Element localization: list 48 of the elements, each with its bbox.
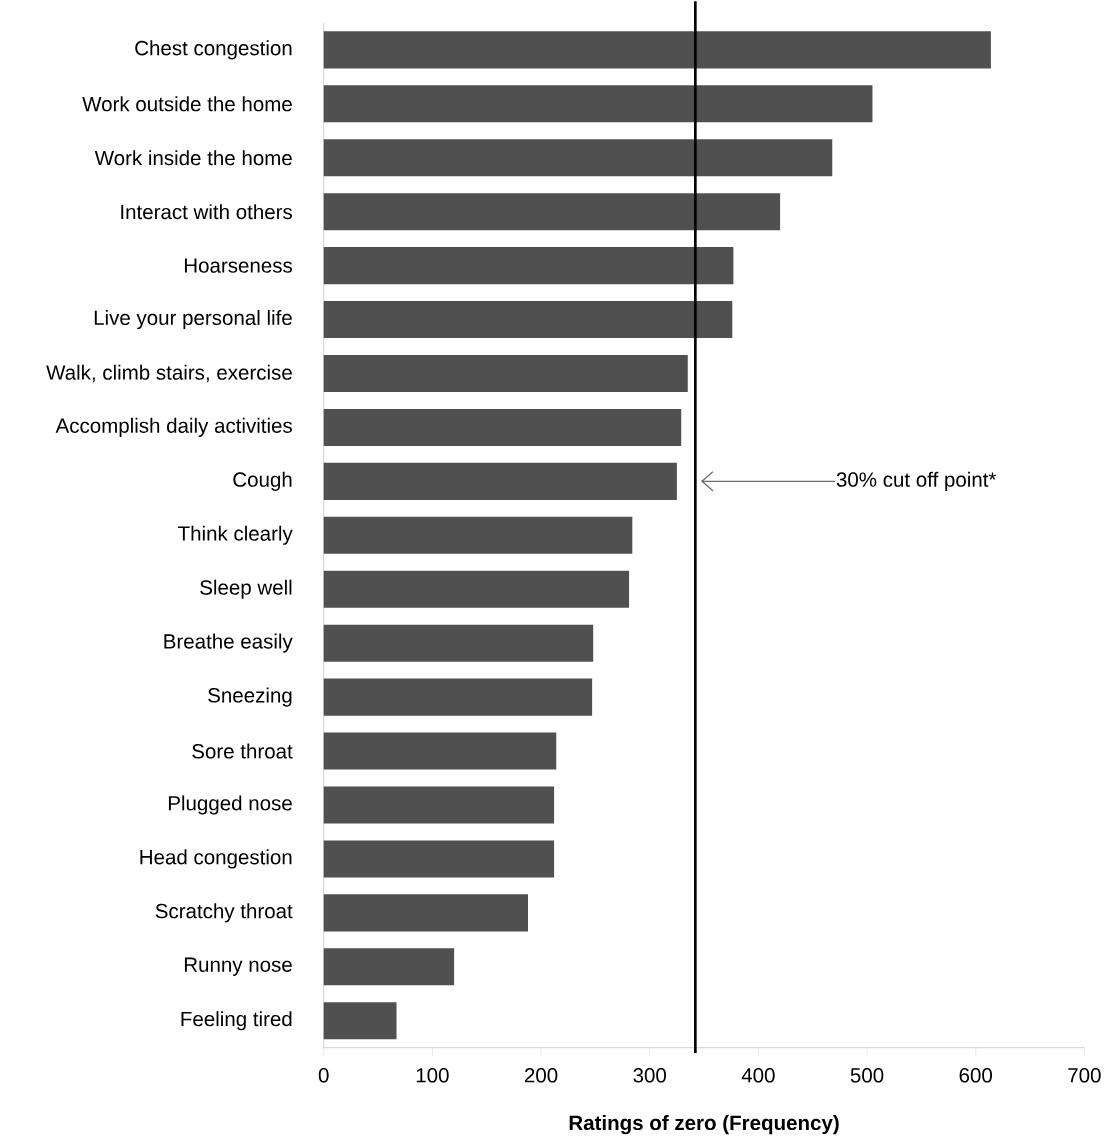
y-tick-label: Interact with others	[121, 204, 292, 220]
y-tick-label: Walk, climb stairs, exercise	[46, 364, 292, 383]
bar	[323, 786, 554, 824]
x-tick-label: 100	[416, 1068, 449, 1083]
y-tick-label: Think clearly	[177, 525, 293, 545]
y-tick-label: Cough	[233, 471, 292, 491]
x-tick-label: 200	[524, 1068, 558, 1083]
bar	[323, 516, 633, 554]
y-tick-label: Work inside the home	[94, 150, 292, 166]
x-tick-label: 600	[959, 1068, 992, 1083]
bar	[323, 247, 734, 285]
y-tick-label: Live your personal life	[94, 309, 292, 330]
bar	[323, 408, 682, 446]
x-tick-label: 300	[633, 1068, 666, 1083]
y-tick-label: Chest congestion	[135, 40, 292, 60]
y-tick-label: Sneezing	[208, 687, 292, 707]
y-tick-label: Runny nose	[184, 957, 292, 976]
y-tick-label: Scratchy throat	[155, 903, 293, 923]
bar	[323, 301, 733, 339]
bar	[323, 948, 455, 986]
x-tick-label: 700	[1068, 1068, 1101, 1083]
y-tick-label: Work outside the home	[82, 96, 292, 112]
x-tick-label: 0	[318, 1068, 329, 1083]
y-tick-label: Breathe easily	[164, 633, 293, 653]
bar	[323, 678, 593, 716]
x-tick-label: 500	[850, 1068, 884, 1083]
y-tick-label: Accomplish daily activities	[55, 417, 292, 437]
bar	[323, 624, 594, 662]
bar	[323, 85, 873, 123]
bar	[323, 570, 629, 608]
y-tick-label: Head congestion	[140, 849, 292, 869]
y-tick-label: Sore throat	[192, 743, 293, 759]
bar	[323, 894, 528, 932]
bar	[323, 31, 991, 69]
ref-line-label: 30% cut off point*	[836, 471, 997, 491]
x-axis-title: Ratings of zero (Frequency)	[569, 1115, 839, 1135]
y-tick-label: Plugged nose	[168, 795, 292, 815]
bar	[323, 840, 554, 878]
bar	[323, 193, 781, 231]
bar	[323, 354, 688, 393]
bar	[323, 139, 833, 177]
bar	[323, 732, 557, 770]
x-tick-label: 400	[741, 1068, 775, 1083]
bar	[323, 462, 677, 500]
bar	[323, 1002, 397, 1040]
y-tick-label: Sleep well	[200, 579, 292, 599]
y-tick-label: Feeling tired	[181, 1011, 292, 1031]
y-tick-label: Hoarseness	[184, 258, 292, 273]
